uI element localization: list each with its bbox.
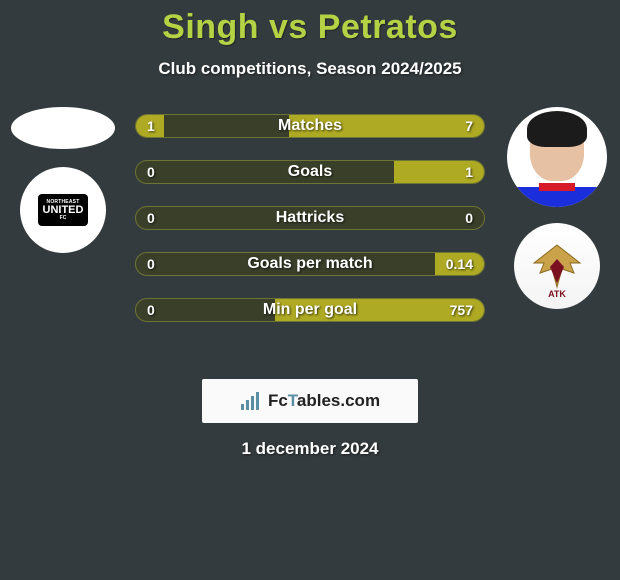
metrics-bars: Matches17Goals01Hattricks00Goals per mat… bbox=[135, 107, 485, 337]
brand-box: FcTables.com bbox=[202, 379, 418, 423]
metric-label: Min per goal bbox=[135, 291, 485, 329]
page-title: Singh vs Petratos bbox=[0, 8, 620, 47]
metric-value-right: 7 bbox=[465, 107, 473, 145]
right-player-column: ATK bbox=[502, 107, 612, 309]
metric-row: Goals per match0 0.14 bbox=[135, 245, 485, 283]
metric-row: Hattricks0 0 bbox=[135, 199, 485, 237]
metric-value-right: 757 bbox=[450, 291, 473, 329]
subtitle: Club competitions, Season 2024/2025 bbox=[0, 59, 620, 79]
bar-chart-icon bbox=[240, 392, 262, 410]
snapshot-date: 1 december 2024 bbox=[0, 439, 620, 459]
metric-label: Goals per match bbox=[135, 245, 485, 283]
metric-value-left: 0 bbox=[147, 291, 155, 329]
metric-label: Goals bbox=[135, 153, 485, 191]
metric-row: Min per goal0 757 bbox=[135, 291, 485, 329]
brand-text: FcTables.com bbox=[268, 391, 380, 411]
metric-value-right: 1 bbox=[465, 153, 473, 191]
player-left-club-badge: NORTHEAST UNITED FC bbox=[20, 167, 106, 253]
atk-crest bbox=[530, 239, 584, 293]
metric-value-right: 0.14 bbox=[446, 245, 473, 283]
metric-value-left: 0 bbox=[147, 153, 155, 191]
content-area: NORTHEAST UNITED FC Matches17Goals01Hatt… bbox=[0, 107, 620, 363]
comparison-card: Singh vs Petratos Club competitions, Sea… bbox=[0, 0, 620, 580]
metric-value-left: 0 bbox=[147, 245, 155, 283]
metric-row: Goals0 1 bbox=[135, 153, 485, 191]
metric-value-left: 0 bbox=[147, 199, 155, 237]
northeast-united-crest: NORTHEAST UNITED FC bbox=[38, 194, 88, 226]
metric-label: Matches bbox=[135, 107, 485, 145]
player-right-photo bbox=[507, 107, 607, 207]
metric-value-left: 1 bbox=[147, 107, 155, 145]
metric-label: Hattricks bbox=[135, 199, 485, 237]
atk-text: ATK bbox=[548, 289, 566, 299]
metric-value-right: 0 bbox=[465, 199, 473, 237]
player-left-photo-placeholder bbox=[11, 107, 115, 149]
metric-row: Matches1 7 bbox=[135, 107, 485, 145]
left-player-column: NORTHEAST UNITED FC bbox=[8, 107, 118, 253]
player-right-club-badge: ATK bbox=[514, 223, 600, 309]
